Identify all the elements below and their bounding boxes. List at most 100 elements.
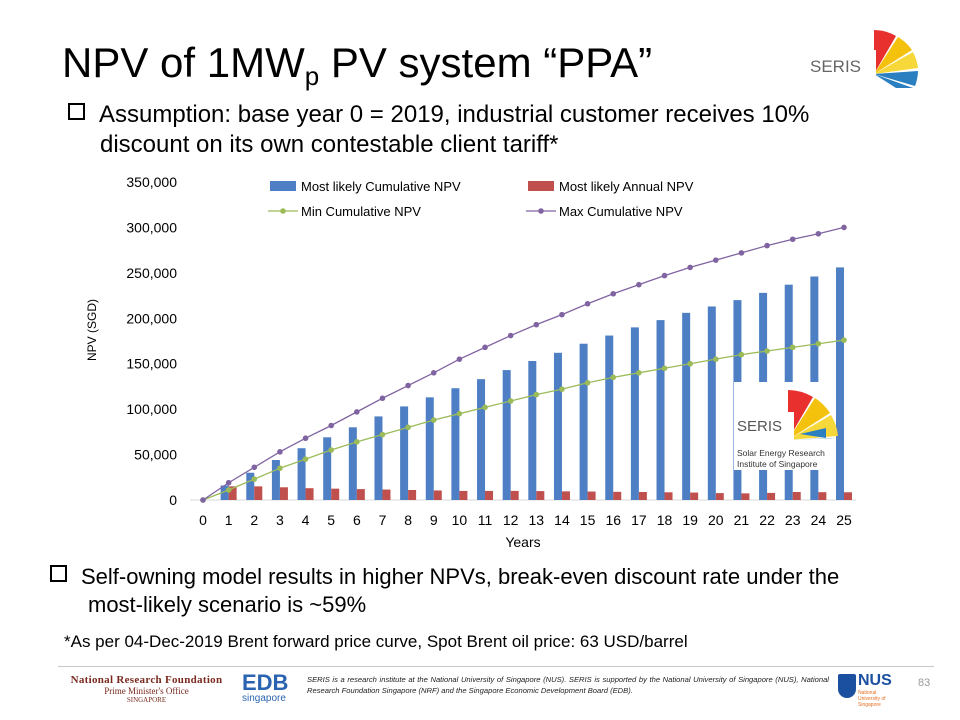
legend-label: Min Cumulative NPV bbox=[301, 204, 421, 219]
annual-npv-bar bbox=[587, 491, 596, 500]
annual-npv-bar bbox=[844, 492, 852, 500]
min-cumulative-npv-point bbox=[405, 424, 411, 431]
cumulative-npv-bar bbox=[630, 327, 639, 500]
annual-npv-bar bbox=[356, 489, 365, 500]
x-tick-label: 8 bbox=[404, 512, 412, 528]
min-cumulative-npv-point bbox=[251, 476, 258, 482]
cumulative-npv-bar bbox=[605, 335, 614, 500]
min-cumulative-npv-point bbox=[661, 365, 668, 372]
max-cumulative-npv-point bbox=[764, 242, 770, 249]
min-cumulative-npv-point bbox=[610, 374, 617, 381]
max-cumulative-npv-point bbox=[482, 344, 488, 351]
x-tick-label: 23 bbox=[785, 512, 801, 528]
max-cumulative-npv-point bbox=[379, 395, 386, 402]
min-cumulative-npv-point bbox=[636, 370, 642, 376]
cumulative-npv-bar bbox=[374, 416, 383, 500]
x-tick-label: 17 bbox=[631, 512, 647, 528]
annual-npv-bar bbox=[715, 493, 724, 500]
annual-npv-bar bbox=[818, 492, 827, 500]
x-tick-label: 1 bbox=[225, 512, 233, 528]
cumulative-npv-bar bbox=[348, 427, 357, 500]
min-cumulative-npv-point bbox=[789, 344, 796, 351]
inset-line2-text: Institute of Singapore bbox=[737, 459, 818, 469]
cumulative-npv-bar bbox=[220, 485, 229, 500]
cumulative-npv-bar bbox=[579, 343, 588, 500]
min-cumulative-npv-point bbox=[841, 337, 847, 343]
min-cumulative-npv-point bbox=[456, 410, 463, 417]
inset-brand-text: SERIS bbox=[737, 418, 782, 435]
max-cumulative-npv-point bbox=[354, 409, 360, 415]
min-cumulative-npv-point bbox=[507, 398, 514, 404]
annual-npv-bar bbox=[305, 488, 314, 500]
x-tick-label: 4 bbox=[302, 512, 310, 528]
min-cumulative-npv-point bbox=[687, 360, 693, 367]
y-tick-label: 50,000 bbox=[134, 447, 177, 463]
max-cumulative-npv-point bbox=[405, 382, 411, 389]
cumulative-npv-bar bbox=[656, 320, 665, 500]
max-cumulative-npv-point bbox=[430, 370, 437, 376]
annual-npv-bar bbox=[561, 491, 570, 500]
min-cumulative-npv-point bbox=[533, 391, 540, 398]
annual-npv-bar bbox=[279, 487, 288, 500]
max-cumulative-npv-point bbox=[533, 321, 540, 328]
min-cumulative-npv-point bbox=[559, 386, 565, 392]
min-cumulative-npv-point bbox=[328, 447, 335, 453]
seris-logo: SERIS bbox=[800, 30, 918, 88]
x-tick-label: 18 bbox=[657, 512, 673, 528]
edb-logo: EDB singapore bbox=[242, 670, 289, 704]
max-cumulative-npv-point bbox=[841, 224, 847, 231]
cumulative-npv-bar bbox=[400, 406, 409, 500]
x-tick-label: 2 bbox=[250, 512, 258, 528]
cumulative-npv-bar bbox=[425, 397, 434, 500]
x-tick-label: 7 bbox=[379, 512, 387, 528]
seris-inset-logo: SERIS Solar Energy Research Institute of… bbox=[734, 382, 838, 470]
max-cumulative-npv-point bbox=[584, 300, 591, 307]
max-cumulative-npv-point bbox=[456, 356, 463, 362]
annual-npv-bar bbox=[613, 491, 622, 500]
annual-npv-bar bbox=[767, 492, 776, 500]
annual-npv-bar bbox=[485, 490, 494, 500]
min-cumulative-npv-point bbox=[815, 340, 822, 347]
cumulative-npv-bar bbox=[836, 267, 844, 500]
max-cumulative-npv-point bbox=[277, 449, 283, 455]
max-cumulative-npv-point bbox=[328, 422, 335, 429]
cumulative-npv-bar bbox=[323, 437, 332, 500]
footer-divider bbox=[58, 666, 934, 667]
legend-label: Max Cumulative NPV bbox=[559, 204, 683, 219]
max-cumulative-npv-point bbox=[738, 250, 745, 256]
cumulative-npv-bar bbox=[502, 370, 511, 500]
max-cumulative-npv-point bbox=[610, 290, 617, 297]
legend-swatch bbox=[270, 181, 296, 191]
annual-npv-bar bbox=[792, 492, 801, 500]
legend-label: Most likely Cumulative NPV bbox=[301, 179, 461, 194]
bullet-self-owning: Self-owning model results in higher NPVs… bbox=[50, 563, 930, 619]
annual-npv-bar bbox=[433, 490, 442, 500]
nus-crest-icon bbox=[838, 674, 856, 698]
x-tick-label: 25 bbox=[836, 512, 852, 528]
nrf-logo: National Research Foundation Prime Minis… bbox=[70, 674, 223, 704]
seris-logo-text: SERIS bbox=[810, 57, 861, 76]
y-tick-label: 350,000 bbox=[126, 174, 177, 190]
max-cumulative-npv-point bbox=[559, 311, 565, 318]
x-tick-label: 20 bbox=[708, 512, 724, 528]
x-tick-label: 10 bbox=[452, 512, 468, 528]
checkbox-bullet-icon bbox=[50, 565, 67, 582]
x-tick-label: 15 bbox=[580, 512, 596, 528]
cumulative-npv-bar bbox=[477, 379, 486, 500]
cumulative-npv-bar bbox=[553, 352, 562, 500]
x-tick-label: 16 bbox=[605, 512, 621, 528]
annual-npv-bar bbox=[690, 492, 699, 500]
legend-swatch bbox=[528, 181, 554, 191]
max-cumulative-npv-point bbox=[200, 497, 206, 503]
y-tick-label: 150,000 bbox=[126, 356, 177, 372]
nus-logo: NUS National University of Singapore bbox=[838, 672, 898, 708]
min-cumulative-npv-point bbox=[302, 456, 309, 462]
cumulative-npv-bar bbox=[682, 312, 691, 500]
annual-npv-bar bbox=[408, 490, 417, 500]
max-cumulative-npv-point bbox=[713, 257, 719, 263]
x-tick-label: 3 bbox=[276, 512, 284, 528]
x-tick-label: 9 bbox=[430, 512, 438, 528]
annual-npv-bar bbox=[228, 486, 237, 500]
min-cumulative-npv-point bbox=[354, 439, 360, 445]
x-tick-label: 19 bbox=[682, 512, 698, 528]
